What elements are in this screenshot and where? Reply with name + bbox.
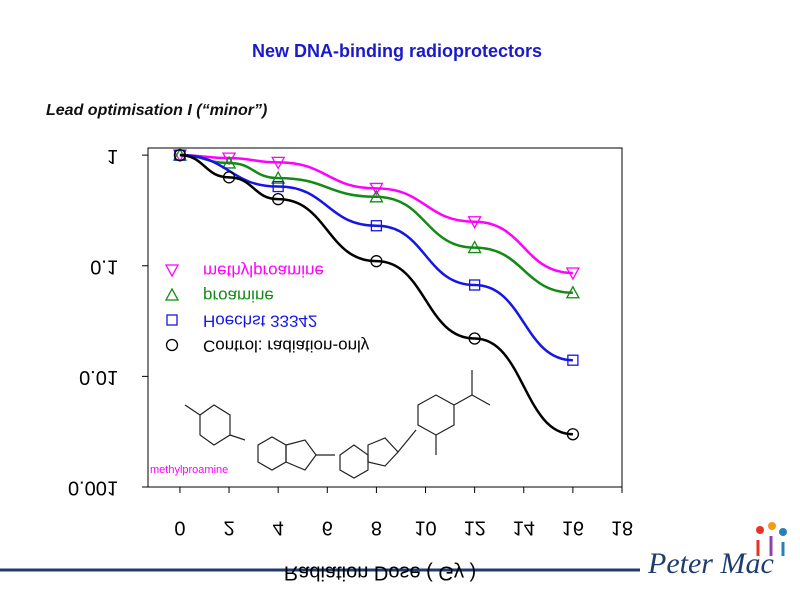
x-tick-label: 16	[562, 517, 584, 539]
legend-marker	[164, 264, 180, 278]
x-tick-label: 18	[611, 517, 633, 539]
point	[565, 285, 580, 299]
legend-marker	[165, 338, 179, 352]
legend-label: Hoechst 33342	[203, 312, 317, 331]
point	[566, 428, 580, 441]
x-axis-label: Radiation Dose ( Gy )	[284, 562, 476, 584]
point	[369, 182, 384, 196]
legend-marker	[166, 314, 178, 326]
brand: Peter Mac	[647, 547, 774, 580]
point	[467, 216, 482, 230]
point	[271, 156, 286, 170]
point	[221, 152, 237, 166]
x-tick-label: 8	[371, 517, 382, 539]
x-tick-label: 2	[223, 517, 234, 539]
y-tick-label: 0.1	[90, 255, 118, 277]
point	[221, 155, 237, 169]
point	[222, 171, 236, 184]
point	[467, 240, 482, 254]
y-tick-label: 0.001	[68, 477, 118, 499]
point	[567, 354, 579, 366]
point	[370, 220, 383, 232]
plot-frame	[147, 147, 623, 488]
point	[271, 170, 286, 184]
point	[468, 279, 481, 291]
x-tick-label: 14	[513, 517, 535, 539]
x-tick-label: 10	[414, 517, 436, 539]
point	[468, 332, 481, 345]
point	[173, 148, 187, 162]
slide-subtitle: Lead optimisation I (“minor”)	[46, 102, 267, 119]
y-tick-label: 1	[107, 145, 118, 167]
molecule	[184, 370, 491, 479]
point	[565, 267, 580, 281]
legend-label: methylproamine	[203, 262, 324, 281]
x-tick-label: 4	[273, 517, 284, 539]
point	[369, 189, 384, 203]
series-line	[179, 153, 573, 295]
legend-marker	[164, 287, 180, 301]
x-tick-label: 6	[322, 517, 333, 539]
legend-label: proamine	[203, 287, 274, 306]
legend-label: Control: radiation-only	[203, 337, 370, 356]
logo: Peter Mac	[647, 522, 787, 580]
series-line	[179, 153, 573, 436]
x-tick-label: 0	[174, 517, 185, 539]
point	[272, 180, 284, 193]
point	[370, 255, 383, 268]
point	[272, 193, 285, 206]
x-tick-label: 12	[464, 517, 486, 539]
y-tick-label: 0.01	[79, 366, 118, 388]
annotation: methylproamine	[150, 464, 228, 476]
slide-title: New DNA-binding radioprotectors	[252, 41, 542, 61]
